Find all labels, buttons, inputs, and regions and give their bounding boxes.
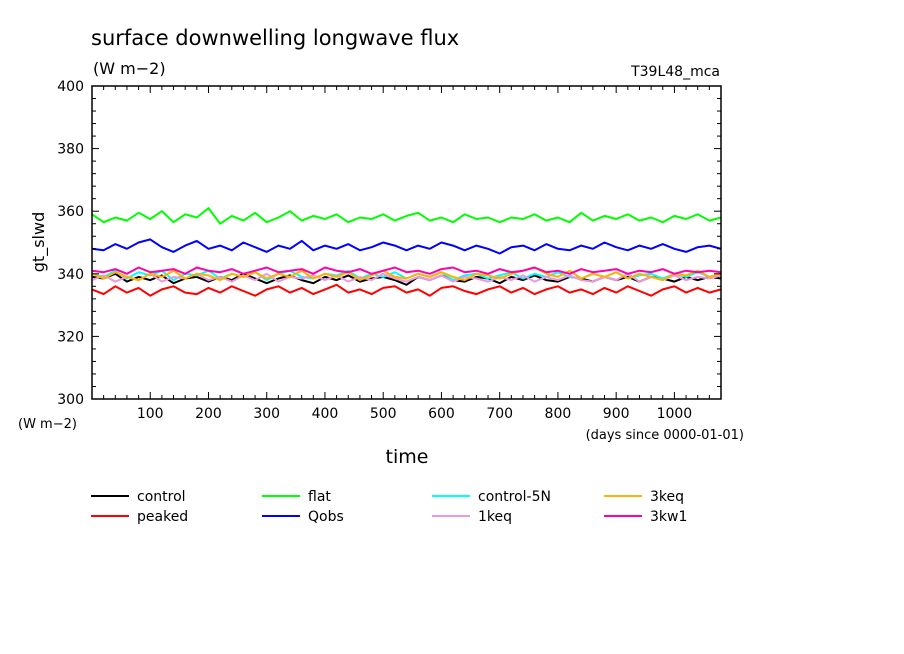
x-tick-label: 100 bbox=[137, 406, 164, 422]
y-tick-label: 300 bbox=[57, 392, 84, 408]
series-layer bbox=[91, 207, 722, 297]
legend: control peaked flat Qobs control-5N 1keq 3keq 3… bbox=[91, 489, 687, 525]
x-axis-label: time bbox=[386, 446, 429, 468]
legend-item-6: 3keq bbox=[604, 489, 684, 505]
plot-frame bbox=[91, 85, 722, 400]
chart-title: surface downwelling longwave flux bbox=[91, 26, 459, 50]
legend-item-3: Qobs bbox=[262, 509, 344, 525]
legend-label: flat bbox=[308, 489, 331, 505]
y-tick-label: 320 bbox=[57, 329, 84, 345]
series-line-2 bbox=[91, 207, 722, 225]
x-tick-label: 500 bbox=[370, 406, 397, 422]
x-tick-label: 200 bbox=[195, 406, 222, 422]
legend-item-5: 1keq bbox=[432, 509, 512, 525]
series-line-3 bbox=[91, 238, 722, 255]
x-tick-label: 800 bbox=[545, 406, 572, 422]
x-tick-label: 700 bbox=[486, 406, 513, 422]
legend-item-7: 3kw1 bbox=[604, 509, 687, 525]
series-line-1 bbox=[91, 283, 722, 297]
legend-label: peaked bbox=[137, 509, 188, 525]
x-tick-label: 1000 bbox=[657, 406, 693, 422]
x-tick-label: 300 bbox=[253, 406, 280, 422]
x-unit-label: (days since 0000-01-01) bbox=[586, 428, 744, 443]
series-line-7 bbox=[91, 266, 722, 275]
axes-layer: 300 320 340 360 380 400 100 200 300 400 500 600 700 8… bbox=[57, 79, 722, 422]
y-unit-label: (W m−2) bbox=[18, 417, 77, 432]
run-label: T39L48_mca bbox=[630, 64, 720, 80]
legend-item-0: control bbox=[91, 489, 186, 505]
y-tick-label: 360 bbox=[57, 204, 84, 220]
chart-units: (W m−2) bbox=[93, 59, 166, 78]
legend-label: Qobs bbox=[308, 509, 344, 525]
legend-item-1: peaked bbox=[91, 509, 188, 525]
x-tick-label: 600 bbox=[428, 406, 455, 422]
y-axis-label: gt_slwd bbox=[29, 212, 49, 272]
y-tick-label: 380 bbox=[57, 142, 84, 158]
legend-label: control bbox=[137, 489, 186, 505]
x-tick-label: 400 bbox=[312, 406, 339, 422]
legend-label: control-5N bbox=[478, 489, 551, 505]
legend-item-4: control-5N bbox=[432, 489, 551, 505]
legend-label: 3kw1 bbox=[650, 509, 687, 525]
legend-label: 3keq bbox=[650, 489, 684, 505]
y-tick-label: 400 bbox=[57, 79, 84, 95]
legend-label: 1keq bbox=[478, 509, 512, 525]
series-line-6 bbox=[91, 266, 722, 282]
x-tick-label: 900 bbox=[603, 406, 630, 422]
legend-item-2: flat bbox=[262, 489, 331, 505]
y-tick-label: 340 bbox=[57, 267, 84, 283]
